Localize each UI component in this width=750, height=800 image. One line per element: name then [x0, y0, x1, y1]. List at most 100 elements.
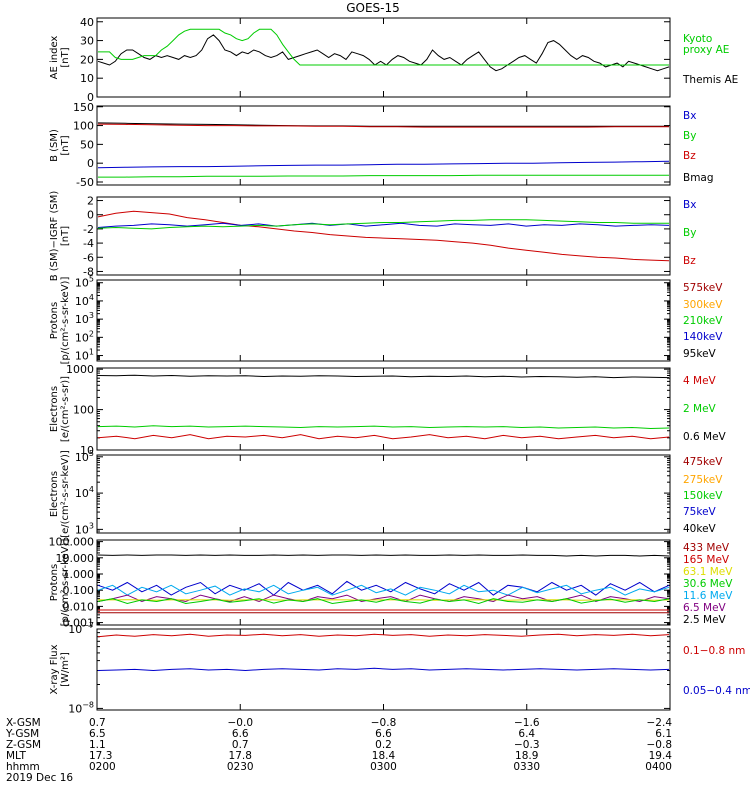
- legend-entry: 275keV: [683, 474, 723, 486]
- legend-entry: Kyoto proxy AE: [683, 33, 729, 56]
- x-axis-value: 18.9: [515, 750, 538, 762]
- legend-entry: 75keV: [683, 506, 717, 518]
- legend-entry: 30.6 MeV: [683, 578, 733, 590]
- x-axis-row-label: Y-GSM: [5, 728, 39, 740]
- x-axis-value: −0.3: [514, 739, 540, 751]
- series-line-0: [97, 34, 670, 72]
- y-axis-label: X-ray Flux[W/m²]: [49, 644, 71, 694]
- legend-entry: By: [683, 227, 696, 239]
- y-tick-label: 1000: [66, 363, 94, 376]
- x-axis-value: 18.4: [372, 750, 396, 762]
- x-axis-value: 0.7: [89, 717, 106, 729]
- x-axis-row-label: Z-GSM: [6, 739, 41, 751]
- x-axis-date: 2019 Dec 16: [6, 772, 73, 784]
- x-axis-value: −0.8: [371, 717, 397, 729]
- y-tick-label: 10−8: [68, 700, 94, 715]
- y-tick-label: 150: [73, 101, 94, 114]
- y-axis-label: Protons[p/(cm²-s-sr-keV)]: [49, 539, 71, 627]
- y-tick-label: 104: [75, 485, 94, 500]
- series-line-1: [98, 28, 669, 66]
- panel-frame: [96, 367, 671, 451]
- x-axis-value: 6.6: [232, 728, 249, 740]
- x-axis-row-label: hhmm: [6, 761, 40, 773]
- legend-entry: 95keV: [683, 348, 717, 360]
- y-tick-label: 104: [75, 293, 94, 308]
- series-line-0: [97, 374, 670, 379]
- legend-entry: By: [683, 130, 696, 142]
- y-tick-label: 100: [73, 120, 94, 133]
- panel-frame: [96, 196, 671, 276]
- y-tick-label: -8: [83, 265, 94, 278]
- x-axis-value: 17.8: [229, 750, 252, 762]
- y-tick-label: 102: [75, 329, 94, 344]
- legend-entry: 433 MeV: [683, 542, 730, 554]
- legend-entry: 0.05−0.4 nm: [683, 685, 750, 697]
- y-tick-label: -6: [83, 251, 94, 264]
- legend-entry: 150keV: [683, 490, 723, 502]
- x-axis-value: 19.4: [649, 750, 673, 762]
- y-tick-label: 103: [75, 521, 94, 536]
- panel-frame: [96, 539, 671, 626]
- panel-frame: [96, 454, 671, 534]
- series-line-4: [98, 599, 670, 601]
- y-tick-label: 30: [80, 35, 94, 48]
- legend-entry: 210keV: [683, 315, 723, 327]
- x-axis-value: −2.4: [647, 717, 673, 729]
- x-axis-value: −1.6: [514, 717, 540, 729]
- x-axis-value: 6.6: [375, 728, 392, 740]
- series-line-2: [97, 584, 670, 596]
- x-axis-value: 17.3: [89, 750, 112, 762]
- legend-entry: Bx: [683, 199, 696, 211]
- y-tick-label: 20: [80, 53, 94, 66]
- x-axis-value: 0.2: [375, 739, 392, 751]
- y-tick-label: -50: [76, 176, 94, 189]
- legend-entry: 0.6 MeV: [683, 431, 727, 443]
- legend-entry: 2 MeV: [683, 403, 717, 415]
- y-tick-label: 40: [80, 16, 94, 29]
- y-axis-label: Electrons[e/(cm²-s-sr)]: [49, 376, 71, 442]
- y-tick-label: 0: [87, 209, 94, 222]
- panel-bigrf: -8-6-4-202 B (SM)−IGRF (SM)[nT] Bx By Bz: [49, 191, 696, 282]
- series-line-1: [97, 222, 670, 228]
- x-axis-value: 0330: [513, 761, 540, 773]
- y-tick-label: 50: [80, 138, 94, 151]
- series-line-3: [97, 594, 670, 603]
- legend-entry: 63.1 MeV: [683, 566, 733, 578]
- y-axis-label: AE index[nT]: [49, 36, 71, 80]
- y-tick-label: 0: [87, 91, 94, 104]
- panel-protons_mev: 0.001 0.010 0.100 1.000 10.000 100.000Protons…: [49, 536, 734, 630]
- series-line-0: [97, 633, 670, 638]
- series-line-0: [97, 210, 670, 262]
- x-axis-value: 0400: [645, 761, 672, 773]
- y-tick-label: 105: [75, 449, 94, 464]
- y-tick-label: -2: [83, 223, 94, 236]
- series-line-1: [97, 580, 670, 596]
- y-tick-label: 0.010: [63, 600, 95, 613]
- y-tick-label: 103: [75, 311, 94, 326]
- y-tick-label: 0.001: [63, 617, 95, 630]
- panel-protons_low: 101 102 103 104 105 Protons[p/(cm²-s-sr-keV)]…: [49, 275, 723, 365]
- y-tick-label: 1.000: [63, 568, 95, 581]
- y-tick-label: 0: [87, 157, 94, 170]
- plot-title: GOES-15: [346, 1, 400, 15]
- legend-entry: 575keV: [683, 282, 723, 294]
- series-line-0: [97, 554, 670, 557]
- y-tick-label: 100.000: [49, 536, 95, 549]
- x-axis-value: 0300: [370, 761, 397, 773]
- x-axis-value: 6.5: [89, 728, 106, 740]
- y-axis-label: B (SM)[nT]: [49, 129, 71, 162]
- x-axis-value: −0.8: [647, 739, 673, 751]
- y-tick-label: 10.000: [56, 552, 95, 565]
- legend-entry: 40keV: [683, 523, 717, 535]
- series-line-1: [97, 123, 669, 128]
- y-tick-label: -4: [83, 237, 94, 250]
- panel-xray: 10−8 10−7 X-ray Flux[W/m²] 0.1−0.8 nm 0.05−0…: [49, 621, 750, 715]
- series-line-2: [97, 160, 670, 169]
- y-tick-label: 10−7: [68, 621, 94, 636]
- y-tick-label: 0.100: [63, 584, 95, 597]
- legend-entry: 165 MeV: [683, 554, 730, 566]
- panel-ae: 0 10 20 30 40 AE index[nT] Kyoto proxy AE Themis…: [49, 16, 738, 104]
- panel-frame: [96, 105, 671, 186]
